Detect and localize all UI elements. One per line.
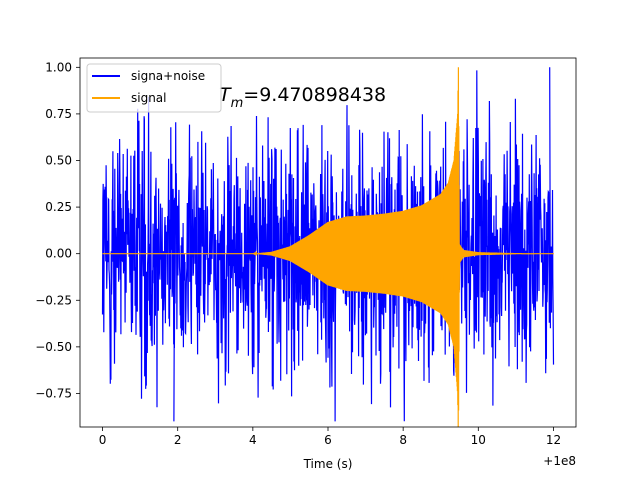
- legend-label-signal: signal: [131, 91, 167, 105]
- x-tick-label: 6: [324, 433, 332, 447]
- legend: signa+noise signal: [86, 63, 222, 113]
- series-line-signa-noise: [101, 67, 555, 422]
- series-layer: [101, 67, 555, 427]
- x-offset-label: +1e8: [543, 454, 576, 468]
- x-tick-label: 0: [99, 433, 107, 447]
- x-axis-label: Time (s): [303, 457, 353, 471]
- y-tick-label: −0.50: [35, 340, 72, 354]
- x-tick-label: 2: [174, 433, 182, 447]
- series-line-signal: [102, 67, 555, 427]
- y-tick-label: −0.25: [35, 293, 72, 307]
- y-tick-label: 0.75: [45, 107, 72, 121]
- annotation-value: =9.470898438: [243, 84, 386, 106]
- annotation-symbol: T: [219, 84, 232, 106]
- y-tick-label: −0.75: [35, 386, 72, 400]
- x-tick-label: 12: [546, 433, 561, 447]
- y-tick-label: 0.50: [45, 154, 72, 168]
- y-tick-label: 1.00: [45, 60, 72, 74]
- y-tick-label: 0.00: [45, 247, 72, 261]
- y-tick-label: 0.25: [45, 200, 72, 214]
- x-tick-label: 4: [249, 433, 257, 447]
- axis-layer: 0 2 4 6 8 10 12 −0.75 −0.50 −0.25 0.00 0.25 0.50 0.75…: [35, 60, 561, 447]
- x-tick-label: 8: [399, 433, 407, 447]
- annotation-subscript: m: [231, 96, 244, 111]
- legend-label-signa-noise: signa+noise: [131, 69, 205, 83]
- x-tick-label: 10: [471, 433, 486, 447]
- legend-box: [86, 63, 222, 113]
- annotation-tm: Tm=9.470898438: [219, 84, 386, 111]
